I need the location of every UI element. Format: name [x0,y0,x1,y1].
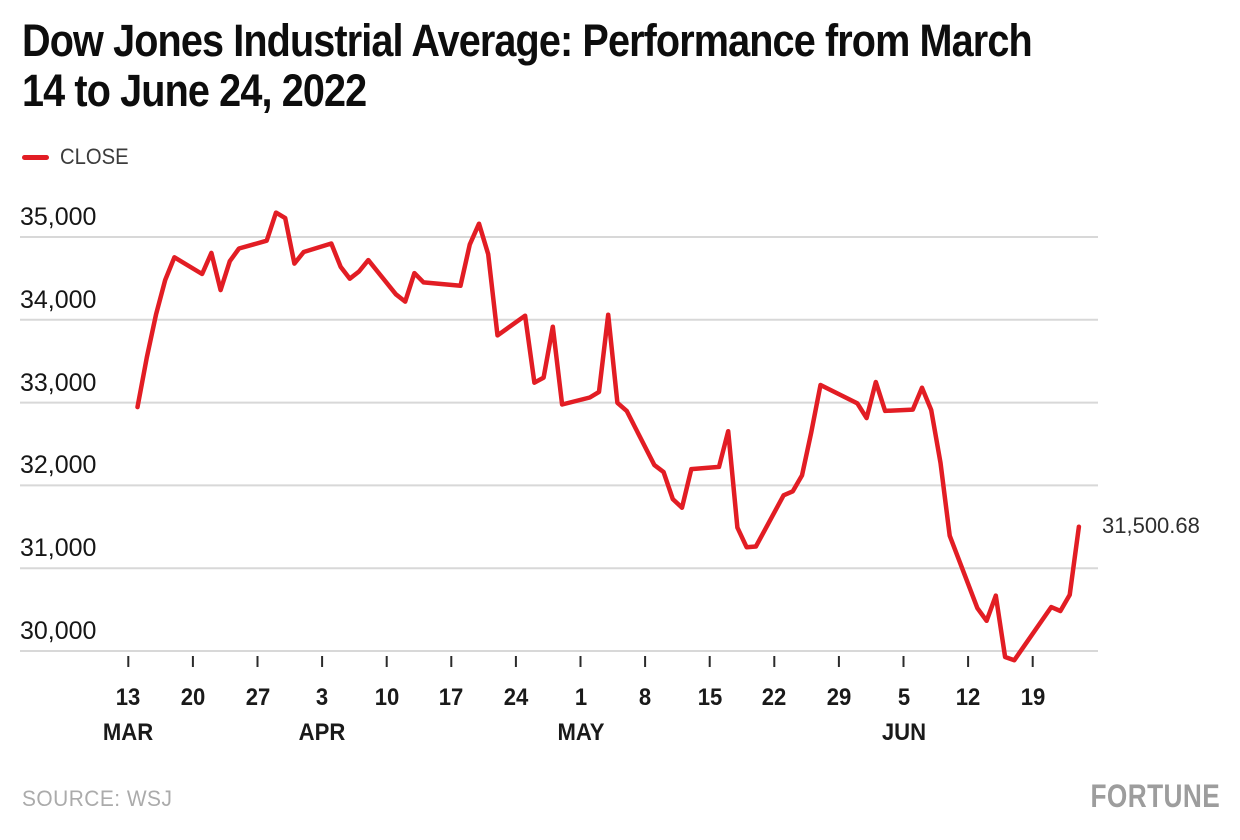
x-axis-day-label: 10 [374,684,400,711]
fortune-logo: FORTUNE [1090,778,1220,814]
x-axis-day-label: 29 [826,684,852,711]
x-axis-day-label: 1 [574,684,588,711]
x-axis-month-label: MAR [102,719,154,746]
x-axis-day-label: 12 [955,684,981,711]
y-axis-label: 33,000 [20,369,97,397]
x-axis-month-label: MAY [557,719,605,746]
legend: CLOSE [22,144,135,170]
x-axis-month-label: JUN [881,719,927,746]
x-axis-day-label: 19 [1020,684,1046,711]
x-axis-day-label: 8 [638,684,652,711]
x-axis-day-label: 3 [315,684,329,711]
x-axis-day-label: 13 [115,684,141,711]
x-axis-day-label: 5 [897,684,911,711]
x-axis-day-label: 27 [245,684,271,711]
legend-line-swatch [22,154,49,160]
y-axis-label: 35,000 [20,203,97,231]
y-axis-label: 31,000 [20,534,97,562]
y-axis-label: 32,000 [20,451,97,479]
legend-series-label: CLOSE [60,144,129,169]
x-axis-month-label: APR [298,719,346,746]
chart-title: Dow Jones Industrial Average: Performanc… [22,15,1033,116]
source-credit: SOURCE: WSJ [22,786,173,811]
x-axis-day-label: 17 [438,684,464,711]
chart-title-line-2: 14 to June 24, 2022 [22,65,367,116]
x-axis-day-label: 22 [761,684,787,711]
last-close-annotation: 31,500.68 [1102,513,1200,538]
close-price-line [135,210,1082,663]
y-axis-label: 34,000 [20,286,97,314]
y-axis-label: 30,000 [20,617,97,645]
x-axis-day-label: 20 [180,684,206,711]
x-axis-day-label: 15 [697,684,723,711]
chart-title-line-1: Dow Jones Industrial Average: Performanc… [22,15,1033,66]
x-axis-day-label: 24 [503,684,529,711]
